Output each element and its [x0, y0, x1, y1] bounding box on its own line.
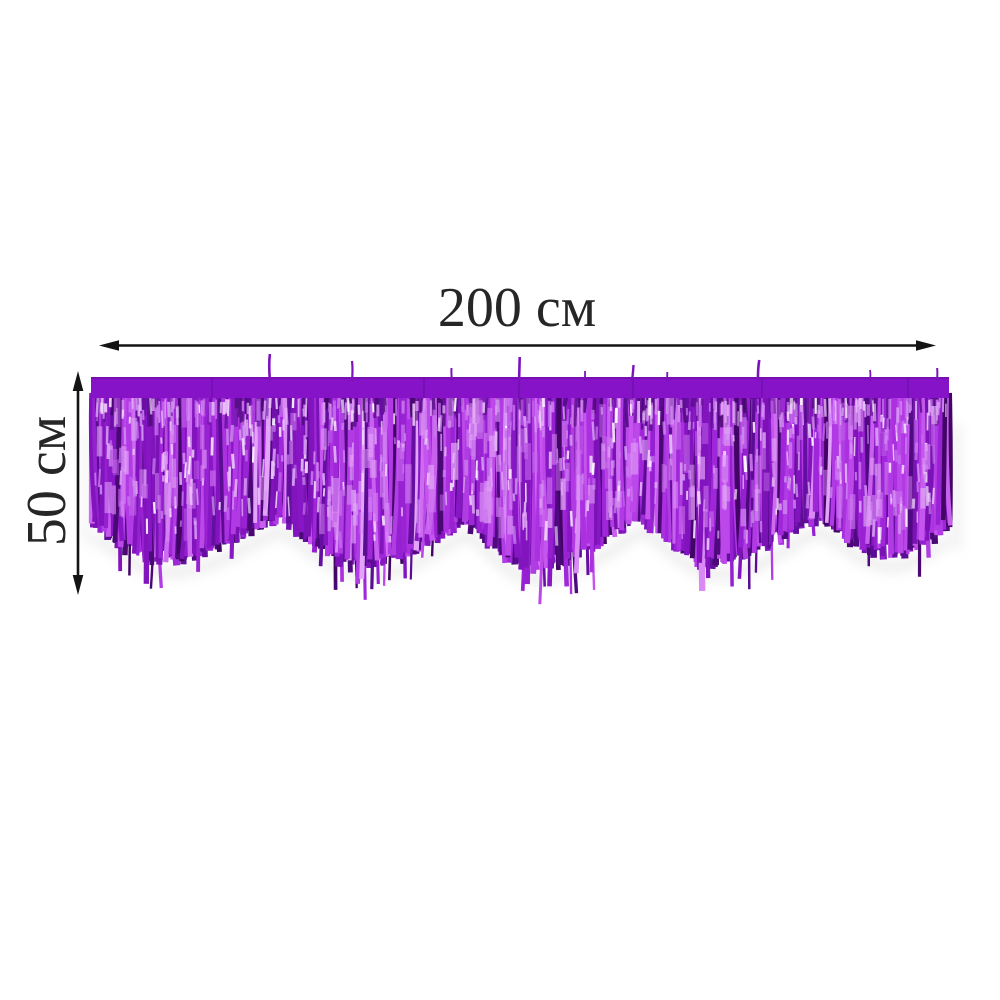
svg-text:200 см: 200 см [438, 277, 596, 339]
svg-text:50 см: 50 см [16, 416, 78, 546]
